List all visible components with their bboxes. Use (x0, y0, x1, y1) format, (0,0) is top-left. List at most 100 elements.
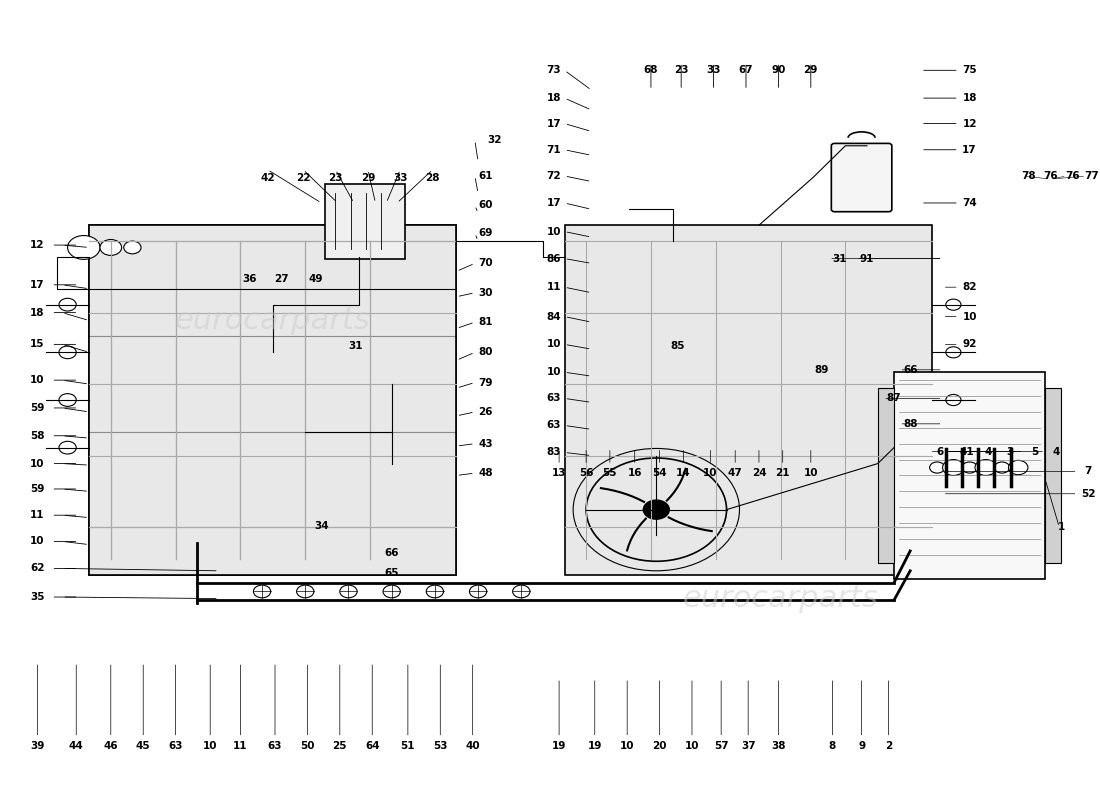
Text: 29: 29 (361, 173, 375, 182)
Text: 17: 17 (547, 118, 561, 129)
Text: 71: 71 (547, 145, 561, 154)
Circle shape (513, 585, 530, 598)
Text: 29: 29 (804, 66, 818, 75)
Text: 68: 68 (644, 66, 658, 75)
Text: 10: 10 (620, 741, 635, 750)
Text: 54: 54 (652, 468, 667, 478)
Text: 78: 78 (1022, 171, 1036, 181)
Text: 63: 63 (267, 741, 283, 750)
Text: 17: 17 (547, 198, 561, 208)
Text: 63: 63 (168, 741, 183, 750)
Text: 79: 79 (478, 378, 493, 387)
Text: 20: 20 (652, 741, 667, 750)
Text: 48: 48 (478, 468, 493, 478)
Text: 4: 4 (1053, 446, 1059, 457)
Text: 21: 21 (776, 468, 790, 478)
Text: 59: 59 (30, 484, 44, 494)
Text: 77: 77 (1085, 171, 1099, 181)
Text: 33: 33 (706, 66, 721, 75)
Text: 58: 58 (30, 430, 45, 441)
Text: 63: 63 (547, 421, 561, 430)
Bar (1045, 388, 1062, 563)
Text: 2: 2 (886, 741, 892, 750)
Text: 50: 50 (300, 741, 315, 750)
Text: 87: 87 (887, 394, 901, 403)
Text: 62: 62 (30, 563, 45, 574)
Text: 42: 42 (260, 173, 275, 182)
Text: 70: 70 (478, 258, 493, 268)
Text: 55: 55 (603, 468, 617, 478)
Circle shape (943, 459, 965, 475)
Text: 34: 34 (315, 521, 329, 530)
Bar (878, 388, 894, 563)
Text: 75: 75 (962, 66, 977, 75)
Circle shape (67, 235, 100, 259)
Text: 33: 33 (393, 173, 408, 182)
Text: 10: 10 (804, 468, 818, 478)
Text: 24: 24 (751, 468, 767, 478)
Text: 56: 56 (579, 468, 593, 478)
Circle shape (59, 298, 76, 311)
Circle shape (59, 442, 76, 454)
Text: 45: 45 (136, 741, 151, 750)
Circle shape (100, 239, 122, 255)
Text: 10: 10 (547, 367, 561, 377)
Text: 31: 31 (833, 254, 847, 263)
Text: 10: 10 (547, 226, 561, 237)
Text: 69: 69 (478, 228, 493, 238)
Text: 39: 39 (30, 741, 44, 750)
Text: 10: 10 (202, 741, 218, 750)
Text: 51: 51 (400, 741, 415, 750)
Text: 3: 3 (1005, 446, 1013, 457)
Text: 89: 89 (814, 365, 828, 375)
Circle shape (470, 585, 486, 598)
Text: 92: 92 (962, 339, 977, 350)
Text: 12: 12 (30, 240, 45, 250)
Text: 16: 16 (627, 468, 642, 478)
Text: 67: 67 (739, 66, 754, 75)
Text: 30: 30 (478, 288, 493, 298)
Text: 80: 80 (478, 347, 493, 358)
Text: 91: 91 (860, 254, 875, 263)
Text: 38: 38 (771, 741, 785, 750)
Text: 5: 5 (1031, 446, 1038, 457)
Bar (894, 372, 1045, 578)
Text: 13: 13 (552, 468, 567, 478)
Text: 11: 11 (547, 282, 561, 292)
Text: 23: 23 (674, 66, 689, 75)
Text: 59: 59 (30, 403, 44, 413)
Circle shape (124, 241, 141, 254)
Text: 11: 11 (233, 741, 248, 750)
Text: 25: 25 (332, 741, 348, 750)
Text: 27: 27 (274, 274, 289, 284)
Text: 66: 66 (384, 547, 399, 558)
Circle shape (59, 346, 76, 358)
Text: 46: 46 (103, 741, 118, 750)
Text: 65: 65 (384, 568, 399, 578)
Circle shape (59, 394, 76, 406)
Circle shape (340, 585, 358, 598)
Text: 15: 15 (30, 339, 45, 350)
Text: 83: 83 (547, 447, 561, 458)
Text: 41: 41 (959, 446, 974, 457)
Text: 18: 18 (30, 308, 45, 318)
Text: 63: 63 (547, 394, 561, 403)
Circle shape (1009, 460, 1027, 474)
Circle shape (946, 346, 961, 358)
Text: 7: 7 (1085, 466, 1092, 477)
Text: 47: 47 (728, 468, 743, 478)
Text: 43: 43 (478, 438, 493, 449)
Text: 37: 37 (740, 741, 756, 750)
Text: 8: 8 (828, 741, 836, 750)
FancyBboxPatch shape (324, 184, 405, 258)
Text: 86: 86 (547, 254, 561, 263)
Text: 66: 66 (903, 365, 917, 375)
Circle shape (994, 462, 1010, 473)
Text: 76: 76 (1065, 171, 1079, 181)
Circle shape (946, 394, 961, 406)
Circle shape (946, 299, 961, 310)
Text: 52: 52 (1081, 489, 1096, 498)
Text: 44: 44 (69, 741, 84, 750)
Text: eurocarparts: eurocarparts (175, 306, 371, 335)
Text: 90: 90 (771, 66, 785, 75)
